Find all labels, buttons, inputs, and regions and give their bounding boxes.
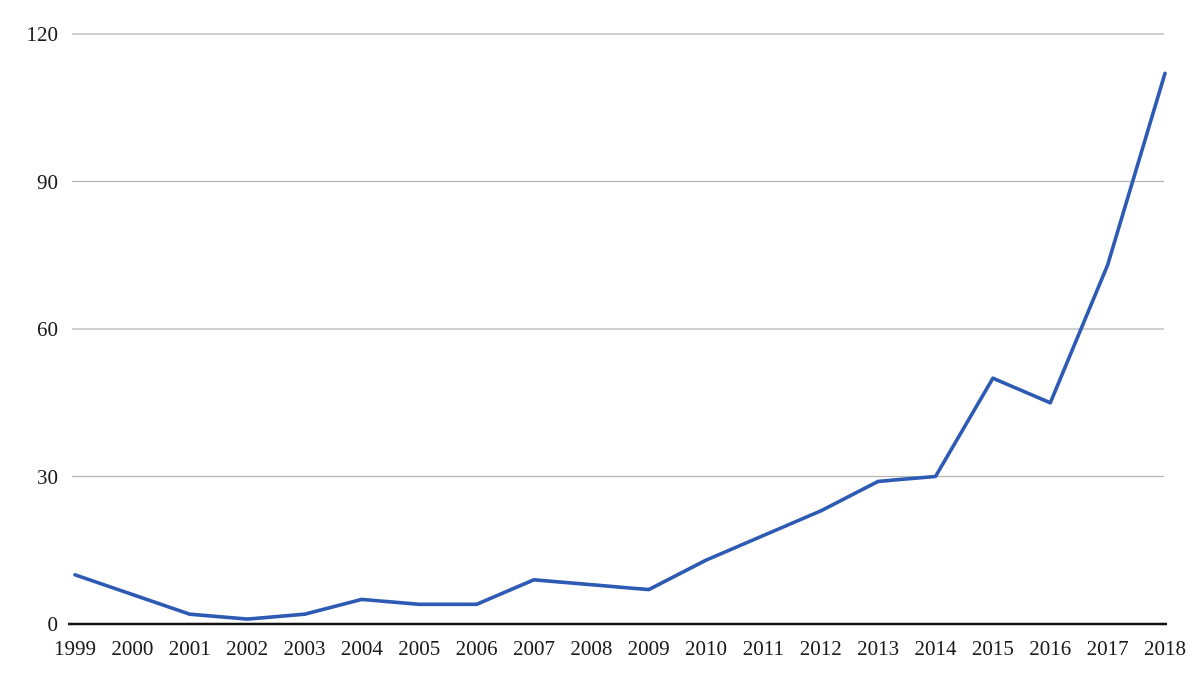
x-axis-tick-label: 2008 [570, 636, 613, 660]
gridlines [72, 33, 1164, 478]
x-axis-tick-label: 2004 [340, 636, 383, 660]
y-axis-tick-label: 60 [37, 317, 58, 341]
x-axis-tick-label: 2000 [111, 636, 154, 660]
y-axis-tick-label: 90 [37, 169, 58, 194]
x-axis-tick-label: 2001 [168, 636, 211, 660]
x-axis-tick-label: 2012 [799, 636, 842, 660]
x-axis-tick-label: 2014 [914, 636, 957, 660]
x-axis-tick-label: 2007 [512, 636, 555, 660]
x-axis-tick-label: 2006 [455, 636, 498, 660]
x-axis-tick-label: 2015 [971, 636, 1014, 660]
data-line [73, 71, 1167, 621]
x-axis-tick-label: 2017 [1086, 636, 1129, 660]
y-axis-tick-label: 30 [37, 464, 58, 489]
x-axis-tick-label: 1999 [54, 636, 96, 660]
x-axis-tick-label: 2009 [627, 636, 670, 660]
y-axis-tick-label: 0 [47, 612, 59, 636]
x-axis-tick-label: 2016 [1029, 636, 1072, 660]
x-axis-tick-label: 2018 [1144, 636, 1186, 660]
x-axis-tick-label: 2013 [857, 636, 900, 660]
x-axis-tick-label: 2011 [742, 636, 785, 660]
x-axis-tick-label: 2010 [685, 636, 728, 660]
x-axis-tick-label: 2005 [398, 636, 441, 660]
x-axis-tick-label: 2002 [226, 636, 269, 660]
series-line [73, 71, 1167, 621]
x-axis-tick-label: 2003 [283, 636, 326, 660]
y-axis-tick-label: 120 [26, 22, 59, 46]
